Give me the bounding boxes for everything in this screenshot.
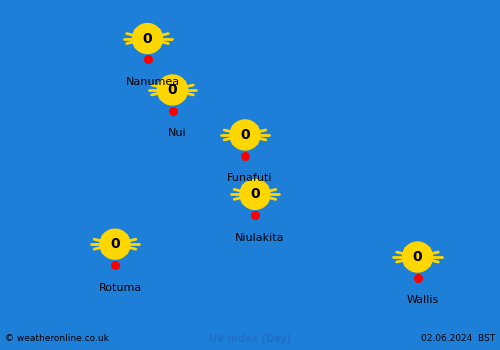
Text: © weatheronline.co.uk: © weatheronline.co.uk <box>5 334 109 343</box>
Point <box>251 212 259 218</box>
Ellipse shape <box>158 75 188 105</box>
Text: Funafuti: Funafuti <box>227 173 273 183</box>
Text: Niulakita: Niulakita <box>236 233 285 243</box>
Point <box>168 108 176 113</box>
Text: Wallis: Wallis <box>406 295 438 306</box>
Ellipse shape <box>402 242 432 272</box>
Point <box>144 57 152 62</box>
Text: Rotuma: Rotuma <box>98 283 142 293</box>
Text: 0: 0 <box>240 128 250 142</box>
Ellipse shape <box>100 229 130 259</box>
Point <box>241 153 249 159</box>
Text: 0: 0 <box>250 187 260 201</box>
Text: 0: 0 <box>142 32 152 46</box>
Ellipse shape <box>240 180 270 209</box>
Text: Nui: Nui <box>168 128 187 138</box>
Text: UV index (Day): UV index (Day) <box>209 334 291 343</box>
Text: 02.06.2024  BST: 02.06.2024 BST <box>421 334 495 343</box>
Text: 0: 0 <box>110 237 120 251</box>
Text: 0: 0 <box>168 83 177 97</box>
Ellipse shape <box>132 23 162 54</box>
Ellipse shape <box>230 120 260 150</box>
Point <box>111 262 119 268</box>
Text: 0: 0 <box>412 250 422 264</box>
Text: Nanumea: Nanumea <box>126 77 180 87</box>
Point <box>414 275 422 281</box>
